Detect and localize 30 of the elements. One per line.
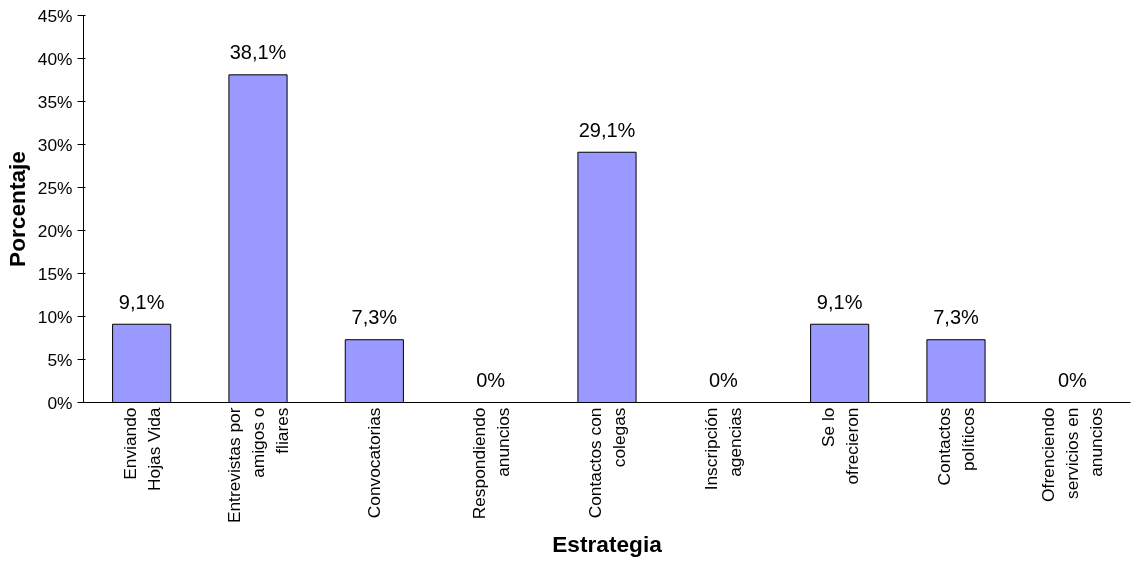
y-tick-label: 10% xyxy=(37,306,73,327)
data-label: 0% xyxy=(708,368,738,391)
data-label: 0% xyxy=(1057,368,1087,391)
x-tick-label: Respondiendo anuncios xyxy=(468,407,513,520)
y-tick-label: 20% xyxy=(37,220,73,241)
y-tick-label: 45% xyxy=(37,5,73,26)
data-label: 38,1% xyxy=(229,41,287,64)
x-tick-label: Ofrenciendo servicios en anuncios xyxy=(1038,407,1107,502)
y-tick-label: 5% xyxy=(47,349,73,370)
x-tick-label: Entrevistas por amigos o fliares xyxy=(224,407,292,524)
x-axis-title: Estrategia xyxy=(552,531,663,558)
x-tick-label: Inscripción agencias xyxy=(701,407,746,491)
y-tick-label: 35% xyxy=(37,91,73,112)
x-tick-label: Contactos con colegas xyxy=(585,407,629,519)
y-tick-label: 25% xyxy=(37,177,73,198)
y-axis-title: Porcentaje xyxy=(3,151,30,267)
x-tick-label: Contactos políticos xyxy=(934,407,978,486)
y-tick-label: 0% xyxy=(47,392,73,413)
y-tick-label: 15% xyxy=(37,263,73,284)
data-label: 29,1% xyxy=(578,118,636,141)
data-label: 9,1% xyxy=(816,290,863,313)
data-label: 0% xyxy=(476,368,506,391)
data-label: 9,1% xyxy=(118,290,165,313)
x-tick-label: Enviando Hojas Vida xyxy=(119,407,164,491)
x-tick-label: Convocatorias xyxy=(364,407,385,519)
x-tick-label: Se lo ofrecieron xyxy=(817,407,862,485)
y-tick-label: 40% xyxy=(37,48,73,69)
data-label: 7,3% xyxy=(933,306,980,329)
y-tick-label: 30% xyxy=(37,134,73,155)
data-label: 7,3% xyxy=(351,306,398,329)
